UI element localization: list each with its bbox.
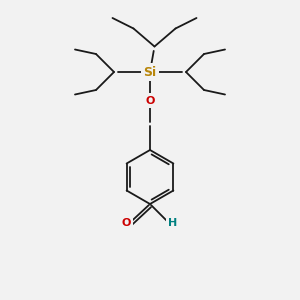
Text: H: H (168, 218, 177, 229)
Text: O: O (145, 95, 155, 106)
Text: Si: Si (143, 65, 157, 79)
Text: O: O (122, 218, 131, 229)
